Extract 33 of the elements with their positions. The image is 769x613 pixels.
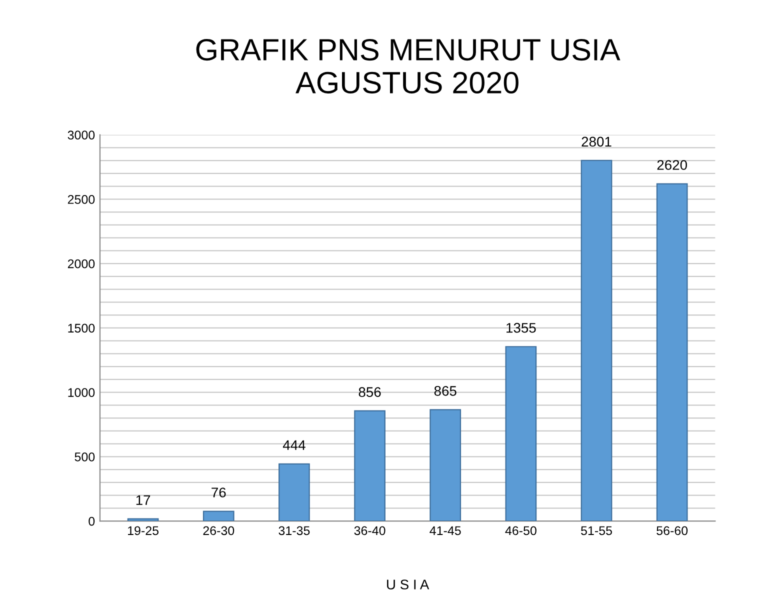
data-label: 444 xyxy=(282,440,306,450)
bar xyxy=(202,510,234,522)
y-tick-label: 1000 xyxy=(68,388,95,397)
data-label: 856 xyxy=(358,387,381,397)
bar xyxy=(278,463,310,522)
x-axis-title: U S I A xyxy=(387,580,430,590)
x-tick-label: 46-50 xyxy=(505,526,536,536)
y-tick-label: 3000 xyxy=(68,130,95,140)
y-tick-label: 1500 xyxy=(68,324,95,333)
data-label: 76 xyxy=(212,488,226,498)
x-tick-label: 31-35 xyxy=(278,526,310,536)
x-tick-label: 56-60 xyxy=(656,526,688,536)
bar xyxy=(656,183,688,522)
bar xyxy=(127,518,159,522)
x-tick-label: 41-45 xyxy=(430,526,461,536)
data-label: 1355 xyxy=(506,322,536,333)
y-tick-label: 2000 xyxy=(68,259,95,268)
y-tick-label: 2500 xyxy=(68,195,95,204)
x-tick-label: 36-40 xyxy=(354,526,386,536)
data-label: 2620 xyxy=(657,160,687,170)
bar xyxy=(580,160,612,522)
y-tick-label: 500 xyxy=(74,452,95,462)
x-tick-label: 51-55 xyxy=(581,526,612,536)
bar xyxy=(430,409,462,522)
bar xyxy=(354,410,386,522)
x-tick-label: 19-25 xyxy=(128,526,159,536)
x-tick-label: 26-30 xyxy=(203,526,234,536)
bar xyxy=(505,346,537,522)
data-label: 865 xyxy=(434,386,456,396)
data-label: 2801 xyxy=(582,136,612,147)
y-tick-label: 0 xyxy=(88,516,95,526)
data-label: 17 xyxy=(136,495,150,505)
chart-title: GRAFIK PNS MENURUT USIA AGUSTUS 2020 xyxy=(196,38,620,94)
